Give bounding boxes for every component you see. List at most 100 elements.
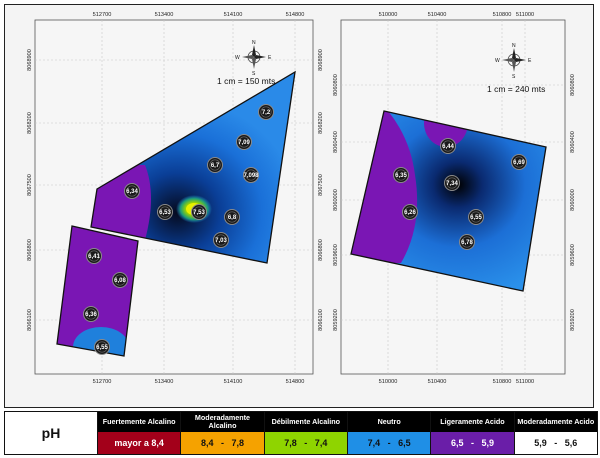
sample-point: 6,78 [459, 234, 475, 250]
y-tick-label-left: 8060800 [333, 74, 339, 96]
y-tick-label-right: 8068900 [318, 49, 324, 71]
legend-classes: Fuertemente Alcalino mayor a 8,4 Moderadam… [98, 412, 597, 454]
ph-legend: pH Fuertemente Alcalino mayor a 8,4 Modera… [4, 411, 598, 455]
legend-class-range: mayor a 8,4 [98, 432, 181, 454]
sample-point: 6,34 [124, 183, 140, 199]
map-panel-left [34, 19, 314, 375]
legend-class: Moderadamente Acido 5,9 - 5,6 [514, 412, 597, 454]
x-tick-label-bottom: 510800 [493, 379, 512, 385]
sample-point: 6,41 [86, 248, 102, 264]
x-tick-label-bottom: 510400 [428, 379, 447, 385]
sample-point: 6,35 [393, 167, 409, 183]
scale-text-left: 1 cm = 150 mts [217, 76, 275, 86]
sample-point-label: 7,2 [262, 110, 271, 116]
sample-point: 7,34 [444, 175, 460, 191]
compass-e: E [528, 58, 532, 64]
sample-point-label: 6,55 [96, 345, 108, 351]
y-tick-label-right: 8060000 [570, 189, 576, 211]
y-tick-label-right: 8067500 [318, 174, 324, 196]
compass-w: W [235, 55, 240, 61]
legend-class-range: 7,4 - 6,5 [347, 432, 431, 454]
scale-text-right: 1 cm = 240 mts [487, 84, 545, 94]
x-tick-label-top: 510800 [493, 12, 512, 18]
y-tick-label-left: 8060000 [333, 189, 339, 211]
x-tick-label-top: 514800 [286, 12, 305, 18]
sample-point: 6,55 [468, 209, 484, 225]
legend-class-name: Moderadamente Acido [514, 412, 597, 432]
y-tick-label-left: 8068900 [27, 49, 33, 71]
sample-points: 7,2 7,09 6,7 7,098 6,34 6,53 7,53 6,8 7,03 6,41 6,… [83, 104, 527, 355]
sample-point: 6,44 [440, 138, 456, 154]
sample-point-label: 7,03 [215, 238, 227, 244]
x-tick-label-top: 514100 [224, 12, 243, 18]
y-tick-label-left: 8066800 [27, 239, 33, 261]
compass-w: W [495, 58, 500, 64]
legend-class: Débilmente Alcalino 7,8 - 7,4 [264, 412, 348, 454]
legend-class: Ligeramente Acido 6,5 - 5,9 [431, 412, 515, 454]
y-tick-label-right: 8066100 [318, 309, 324, 331]
legend-class-range: 5,9 - 5,6 [514, 432, 597, 454]
compass-rose-icon: N S W E [495, 43, 532, 80]
sample-point-label: 6,44 [442, 144, 454, 150]
y-tick-label-left: 8066100 [27, 309, 33, 331]
compass-s: S [252, 71, 256, 77]
sample-point-label: 7,09 [238, 140, 250, 146]
sample-point: 7,53 [191, 204, 207, 220]
sample-point-label: 6,36 [85, 312, 97, 318]
sample-point: 6,7 [207, 157, 223, 173]
sample-point-label: 6,35 [395, 173, 407, 179]
y-tick-label-left: 8059600 [333, 244, 339, 266]
sample-point: 6,8 [224, 209, 240, 225]
legend-class-range: 8,4 - 7,8 [181, 432, 264, 454]
y-tick-label-right: 8059600 [570, 244, 576, 266]
y-tick-label-right: 8059200 [570, 309, 576, 331]
coordinate-ticks: 512700 512700 513400 513400 514100 514100 5148… [27, 12, 576, 385]
y-tick-label-right: 8068200 [318, 112, 324, 134]
x-tick-label-top: 511000 [516, 12, 534, 18]
legend-class-name: Débilmente Alcalino [264, 412, 347, 432]
legend-title: pH [5, 412, 98, 454]
compass-n: N [252, 40, 256, 46]
legend-class-name: Ligeramente Acido [431, 412, 514, 432]
y-tick-label-right: 8060400 [570, 131, 576, 153]
x-tick-label-bottom: 513400 [155, 379, 174, 385]
compass-n: N [512, 43, 516, 49]
sample-point-label: 7,098 [243, 173, 259, 179]
sample-point: 6,55 [94, 339, 110, 355]
x-tick-label-top: 510400 [428, 12, 447, 18]
compass-e: E [268, 55, 272, 61]
x-tick-label-top: 512700 [93, 12, 112, 18]
sample-point-label: 7,34 [446, 181, 458, 187]
y-tick-label-left: 8060400 [333, 131, 339, 153]
legend-class-range: 6,5 - 5,9 [431, 432, 514, 454]
compass-rose-icon: N S W E [235, 40, 272, 77]
x-tick-label-bottom: 511000 [516, 379, 534, 385]
sample-point: 6,08 [112, 272, 128, 288]
sample-point-label: 6,7 [211, 163, 220, 169]
sample-point: 7,09 [236, 134, 252, 150]
sample-point-label: 6,8 [228, 215, 237, 221]
x-tick-label-bottom: 514100 [224, 379, 243, 385]
x-tick-label-bottom: 514800 [286, 379, 305, 385]
map-frame: 1 cm = 150 mts 1 cm = 240 mts N S W E N … [4, 4, 594, 408]
y-tick-label-left: 8067500 [27, 174, 33, 196]
sample-point: 7,03 [213, 232, 229, 248]
sample-point-label: 6,53 [159, 210, 171, 216]
legend-class: Neutro 7,4 - 6,5 [347, 412, 432, 454]
legend-class-range: 7,8 - 7,4 [264, 432, 347, 454]
sample-point: 6,26 [402, 204, 418, 220]
sample-point: 6,69 [511, 154, 527, 170]
x-tick-label-top: 513400 [155, 12, 174, 18]
sample-point-label: 6,08 [114, 278, 126, 284]
sample-point: 7,2 [258, 104, 274, 120]
map-canvas: 1 cm = 150 mts 1 cm = 240 mts N S W E N … [27, 12, 576, 385]
sample-point-label: 6,26 [404, 210, 416, 216]
sample-point: 6,53 [157, 204, 173, 220]
sample-point-label: 6,78 [461, 240, 473, 246]
legend-class-name: Fuertemente Alcalino [98, 412, 181, 432]
legend-class: Fuertemente Alcalino mayor a 8,4 [98, 412, 182, 454]
compass-s: S [512, 74, 516, 80]
sample-point-label: 6,55 [470, 215, 482, 221]
legend-class: Moderadamente Alcalino 8,4 - 7,8 [181, 412, 265, 454]
y-tick-label-right: 8066800 [318, 239, 324, 261]
